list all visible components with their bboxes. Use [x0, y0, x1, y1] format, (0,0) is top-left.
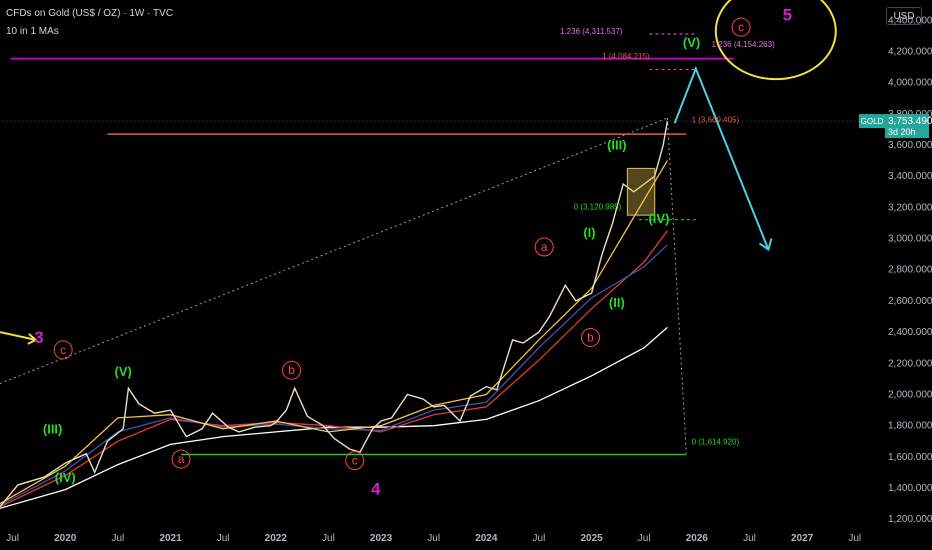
y-tick-label: 3,600.000: [888, 140, 932, 151]
fib-label: 0 (1,614.920): [692, 437, 740, 446]
arrow-head: [27, 333, 38, 345]
wave-label: (IV): [55, 470, 76, 485]
wave-circle: [282, 360, 302, 380]
wave-label: b: [587, 330, 594, 344]
projection-arrowhead: [758, 238, 773, 252]
x-tick-label: 2024: [475, 533, 498, 544]
y-tick-label: 3,200.000: [888, 202, 932, 213]
arrow-line: [0, 331, 37, 341]
x-tick-label: Jul: [217, 533, 230, 544]
wave-label: a: [178, 452, 185, 466]
wave-label: (I): [583, 225, 595, 240]
consolidation-box: [626, 167, 656, 216]
y-tick-label: 2,800.000: [888, 265, 932, 276]
x-tick-label: Jul: [743, 533, 756, 544]
price-badge-countdown: 3d 20h: [888, 127, 916, 137]
wave-label: c: [352, 454, 358, 468]
y-tick-label: 2,200.000: [888, 358, 932, 369]
y-tick-label: 2,400.000: [888, 327, 932, 338]
wave-label: a: [541, 240, 548, 254]
y-tick-label: 3,400.000: [888, 171, 932, 182]
wave-label: (IV): [648, 211, 669, 226]
y-tick-label: 2,600.000: [888, 296, 932, 307]
fib-label: 1.236 (4,154.263): [712, 40, 775, 49]
wave-circle: [581, 327, 601, 347]
chart-title: CFDs on Gold (US$ / OZ) · 1W · TVC: [6, 8, 174, 19]
price-badge: [885, 114, 929, 139]
trendline-lower: [666, 118, 687, 454]
indicator-label[interactable]: 10 in 1 MAs: [6, 26, 59, 37]
moving-average-line: [0, 244, 668, 506]
moving-average-line: [0, 230, 668, 508]
y-tick-label: 4,400.000: [888, 15, 932, 26]
moving-average-line: [0, 326, 668, 509]
x-tick-label: 2023: [370, 533, 393, 544]
y-tick-label: 1,200.000: [888, 514, 932, 525]
price-badge-value: 3,753.490: [888, 116, 932, 127]
symbol-badge-label: GOLD: [861, 117, 884, 126]
x-tick-label: Jul: [111, 533, 124, 544]
wave-circle: [345, 451, 365, 471]
wave-circle: [731, 17, 751, 37]
y-tick-label: 4,000.000: [888, 78, 932, 89]
x-tick-label: Jul: [848, 533, 861, 544]
fib-label: 1 (3,669.405): [692, 115, 740, 124]
wave-label: b: [288, 363, 295, 377]
currency-button[interactable]: USD: [886, 7, 922, 25]
fib-label: 1 (4,084.215): [602, 52, 650, 61]
x-tick-label: Jul: [638, 533, 651, 544]
wave-label: (III): [607, 138, 627, 153]
x-tick-label: Jul: [533, 533, 546, 544]
y-tick-label: 1,600.000: [888, 452, 932, 463]
x-tick-label: Jul: [427, 533, 440, 544]
x-tick-label: Jul: [6, 533, 19, 544]
wave-label: c: [60, 343, 66, 357]
wave-label: (V): [114, 364, 131, 379]
wave-circle: [171, 449, 191, 469]
wave-label: (V): [683, 35, 700, 50]
fib-label: 1.236 (4,311.537): [560, 27, 623, 36]
price-series-line: [0, 120, 669, 508]
x-tick-label: 2027: [791, 533, 814, 544]
wave-label: c: [738, 20, 744, 34]
x-tick-label: 2020: [54, 533, 77, 544]
y-tick-label: 3,000.000: [888, 234, 932, 245]
y-tick-label: 1,400.000: [888, 483, 932, 494]
y-tick-label: 2,000.000: [888, 389, 932, 400]
trendline-upper: [0, 117, 668, 385]
wave-label: (II): [609, 295, 625, 310]
wave-label: 4: [371, 479, 381, 498]
x-tick-label: 2021: [159, 533, 182, 544]
x-tick-label: 2025: [580, 533, 603, 544]
symbol-badge: [859, 114, 885, 129]
fib-label: 0 (3,120.985): [574, 203, 622, 212]
wave-label: 5: [783, 5, 792, 24]
highlight-circle: [714, 0, 837, 81]
projection-path: [673, 65, 770, 250]
y-tick-label: 1,800.000: [888, 421, 932, 432]
wave-label: 3: [34, 328, 43, 347]
x-tick-label: 2022: [265, 533, 288, 544]
wave-circle: [534, 237, 554, 257]
y-tick-label: 4,200.000: [888, 46, 932, 57]
x-tick-label: Jul: [322, 533, 335, 544]
wave-circle: [53, 340, 73, 360]
x-tick-label: 2026: [686, 533, 709, 544]
wave-label: (III): [43, 421, 63, 436]
